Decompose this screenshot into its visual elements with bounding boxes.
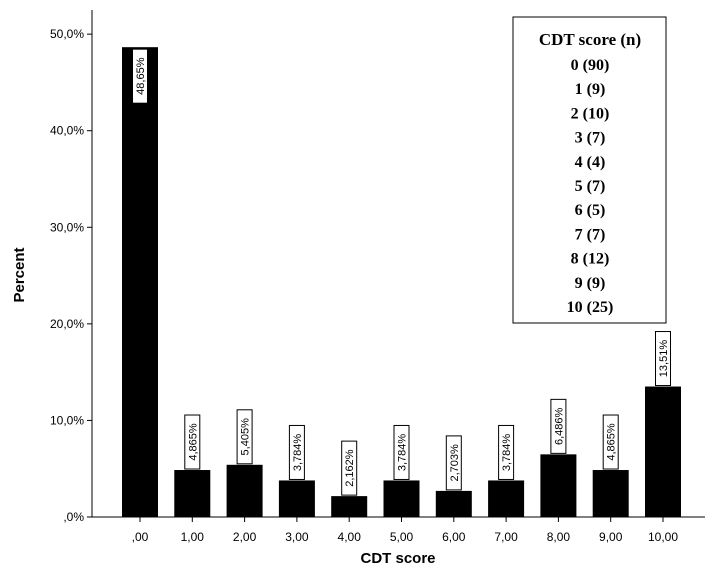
y-tick-label: 10,0%: [50, 413, 84, 427]
data-label: 3,784%: [498, 424, 515, 480]
data-label: 3,784%: [288, 424, 305, 480]
data-label: 3,784%: [393, 424, 410, 480]
x-tick-label: 2,00: [233, 530, 257, 544]
svg-text:2,162%: 2,162%: [344, 449, 356, 487]
svg-text:3,784%: 3,784%: [501, 434, 513, 472]
legend-entry: 10 (25): [567, 299, 614, 316]
data-label: 4,865%: [602, 414, 619, 470]
bar: [488, 480, 525, 517]
x-axis-ticks: ,00 1,00 2,00 3,00 4,00 5,00 6,00 7,00 8,00 9,00 1…: [132, 517, 678, 544]
legend-entry: 2 (10): [571, 105, 610, 122]
data-label: 13,51%: [655, 331, 671, 387]
legend-entry: 5 (7): [575, 178, 606, 195]
bar: [435, 490, 472, 517]
legend-entry: 8 (12): [571, 251, 610, 268]
legend-entry: 3 (7): [575, 130, 606, 147]
y-axis-ticks: ,0% 10,0% 20,0% 30,0% 40,0% 50,0%: [50, 27, 92, 524]
bar: [278, 480, 315, 517]
y-tick-label: 30,0%: [50, 220, 84, 234]
y-axis-title: Percent: [11, 247, 28, 302]
legend-entries: 0 (90) 1 (9) 2 (10) 3 (7) 4 (4) 5 (7) 6 (5) 7 (…: [567, 57, 614, 316]
data-label: 2,162%: [341, 440, 358, 496]
x-tick-label: 1,00: [181, 530, 205, 544]
x-tick-label: 8,00: [547, 530, 571, 544]
legend-entry: 7 (7): [575, 226, 606, 243]
data-label: 4,865%: [184, 414, 201, 470]
y-tick-label: ,0%: [63, 510, 84, 524]
data-label: 2,703%: [445, 435, 462, 491]
legend-entry: 0 (90): [571, 57, 610, 74]
data-label: 6,486%: [550, 398, 567, 454]
bar: [174, 470, 211, 517]
legend-entry: 6 (5): [575, 202, 606, 219]
svg-text:5,405%: 5,405%: [240, 418, 252, 456]
svg-text:3,784%: 3,784%: [397, 434, 409, 472]
y-tick-label: 50,0%: [50, 27, 84, 41]
x-axis-title: CDT score: [360, 550, 435, 567]
svg-text:3,784%: 3,784%: [292, 434, 304, 472]
x-tick-label: 6,00: [442, 530, 466, 544]
y-tick-label: 40,0%: [50, 124, 84, 138]
x-tick-label: 3,00: [285, 530, 309, 544]
legend-title: CDT score (n): [539, 30, 641, 49]
legend-entry: 4 (4): [575, 154, 606, 171]
bar: [383, 480, 420, 517]
x-tick-label: 10,00: [648, 530, 678, 544]
bar: [226, 464, 263, 517]
svg-text:6,486%: 6,486%: [553, 407, 565, 445]
svg-text:2,703%: 2,703%: [449, 444, 461, 482]
svg-text:48,65%: 48,65%: [135, 57, 147, 95]
bars: 48,65% 4,865% 5,405% 3,784% 2,162% 3,784% 2,70…: [122, 47, 681, 518]
data-label: 5,405%: [236, 409, 253, 465]
data-label: 48,65%: [132, 48, 148, 104]
legend-entry: 1 (9): [575, 81, 606, 98]
bar: [122, 47, 158, 518]
bar: [331, 496, 368, 517]
x-tick-label: 4,00: [338, 530, 362, 544]
legend-entry: 9 (9): [575, 275, 606, 292]
x-tick-label: ,00: [132, 530, 149, 544]
x-tick-label: 5,00: [390, 530, 414, 544]
bar: [540, 454, 577, 517]
svg-text:4,865%: 4,865%: [606, 423, 618, 461]
bar: [592, 470, 629, 517]
x-tick-label: 7,00: [494, 530, 518, 544]
bar: [645, 386, 681, 517]
svg-text:4,865%: 4,865%: [187, 423, 199, 461]
y-tick-label: 20,0%: [50, 317, 84, 331]
x-tick-label: 9,00: [599, 530, 623, 544]
svg-text:13,51%: 13,51%: [658, 340, 670, 378]
legend-box: CDT score (n) 0 (90) 1 (9) 2 (10) 3 (7) 4 (4…: [512, 16, 667, 324]
